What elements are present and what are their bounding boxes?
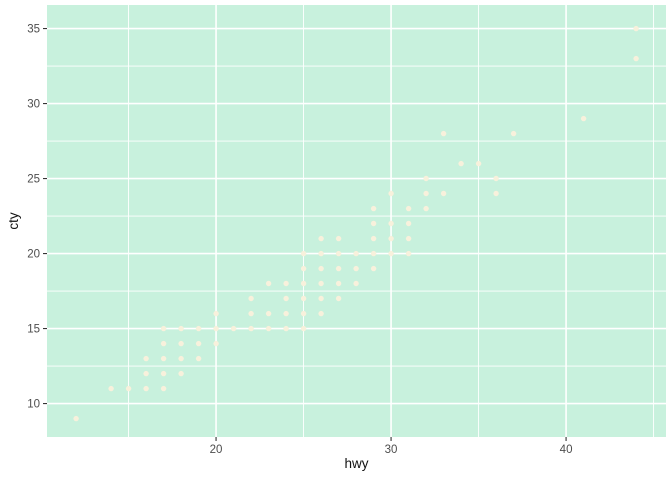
data-point <box>335 280 342 287</box>
data-point <box>143 355 149 362</box>
data-point <box>213 325 219 332</box>
data-point <box>178 355 184 362</box>
data-point <box>405 235 412 242</box>
y-axis-tick-marks <box>43 27 47 405</box>
data-point <box>213 340 219 347</box>
panel-background <box>47 5 666 437</box>
data-point <box>160 355 167 362</box>
data-point <box>493 190 499 197</box>
y-tick-label: 25 <box>27 174 40 186</box>
y-tick-label: 10 <box>27 399 40 411</box>
data-point <box>300 325 307 332</box>
data-point <box>108 385 114 392</box>
data-point <box>353 265 359 272</box>
x-tick-label: 40 <box>560 444 573 456</box>
data-point <box>318 295 324 302</box>
data-point <box>335 265 342 272</box>
data-point <box>388 235 394 242</box>
data-point <box>248 325 254 332</box>
x-tick-label: 20 <box>210 444 223 456</box>
data-point <box>475 160 482 167</box>
data-point <box>178 370 184 377</box>
data-point <box>195 340 202 347</box>
data-point <box>580 115 587 122</box>
data-point <box>160 385 167 392</box>
data-point <box>493 175 499 182</box>
data-point <box>353 250 359 257</box>
data-point <box>318 250 324 257</box>
data-point <box>370 265 377 272</box>
data-point <box>283 280 289 287</box>
data-point <box>318 310 324 317</box>
data-point <box>300 310 307 317</box>
data-point <box>248 295 254 302</box>
data-point <box>300 280 307 287</box>
data-point <box>248 310 254 317</box>
data-point <box>510 130 517 137</box>
data-point <box>160 325 167 332</box>
data-point <box>353 280 359 287</box>
y-tick-label: 35 <box>27 24 40 36</box>
data-point <box>423 190 429 197</box>
data-point <box>405 205 412 212</box>
data-point <box>300 295 307 302</box>
data-point <box>125 385 132 392</box>
data-point <box>388 190 394 197</box>
x-axis-title: hwy <box>344 456 368 471</box>
data-point <box>283 295 289 302</box>
data-point <box>423 205 429 212</box>
y-tick-label: 20 <box>27 249 40 261</box>
data-point <box>370 205 377 212</box>
data-point <box>633 25 639 32</box>
minor-gridlines <box>47 5 666 437</box>
data-point <box>335 250 342 257</box>
data-point <box>283 325 289 332</box>
data-point <box>195 355 202 362</box>
data-point <box>283 310 289 317</box>
data-point <box>265 325 272 332</box>
data-point <box>230 325 237 332</box>
data-point <box>388 220 394 227</box>
data-point <box>143 385 149 392</box>
data-point <box>213 310 219 317</box>
data-point <box>300 250 307 257</box>
data-point <box>318 235 324 242</box>
data-point <box>370 235 377 242</box>
data-point <box>388 250 394 257</box>
x-axis-tick-labels: 20 30 40 <box>210 444 573 456</box>
data-point <box>370 220 377 227</box>
data-point <box>440 130 447 137</box>
data-point <box>405 250 412 257</box>
data-point <box>73 415 79 422</box>
data-point <box>178 325 184 332</box>
data-point <box>633 55 639 62</box>
data-point <box>335 295 342 302</box>
data-point <box>423 175 429 182</box>
data-point <box>335 235 342 242</box>
y-axis-title: cty <box>6 212 21 230</box>
data-point <box>318 280 324 287</box>
data-points <box>73 25 639 422</box>
y-tick-label: 15 <box>27 324 40 336</box>
data-point <box>440 190 447 197</box>
data-point <box>405 220 412 227</box>
data-point <box>160 340 167 347</box>
data-point <box>195 325 202 332</box>
x-tick-label: 30 <box>385 444 398 456</box>
major-gridlines <box>47 5 666 437</box>
data-point <box>178 340 184 347</box>
x-axis-tick-marks <box>215 437 567 441</box>
y-axis-tick-labels: 10 15 20 25 30 35 <box>27 24 40 411</box>
data-point <box>458 160 464 167</box>
data-point <box>160 370 167 377</box>
data-point <box>370 250 377 257</box>
data-point <box>318 265 324 272</box>
data-point <box>265 280 272 287</box>
data-point <box>300 265 307 272</box>
data-point <box>265 310 272 317</box>
y-tick-label: 30 <box>27 99 40 111</box>
data-point <box>143 370 149 377</box>
